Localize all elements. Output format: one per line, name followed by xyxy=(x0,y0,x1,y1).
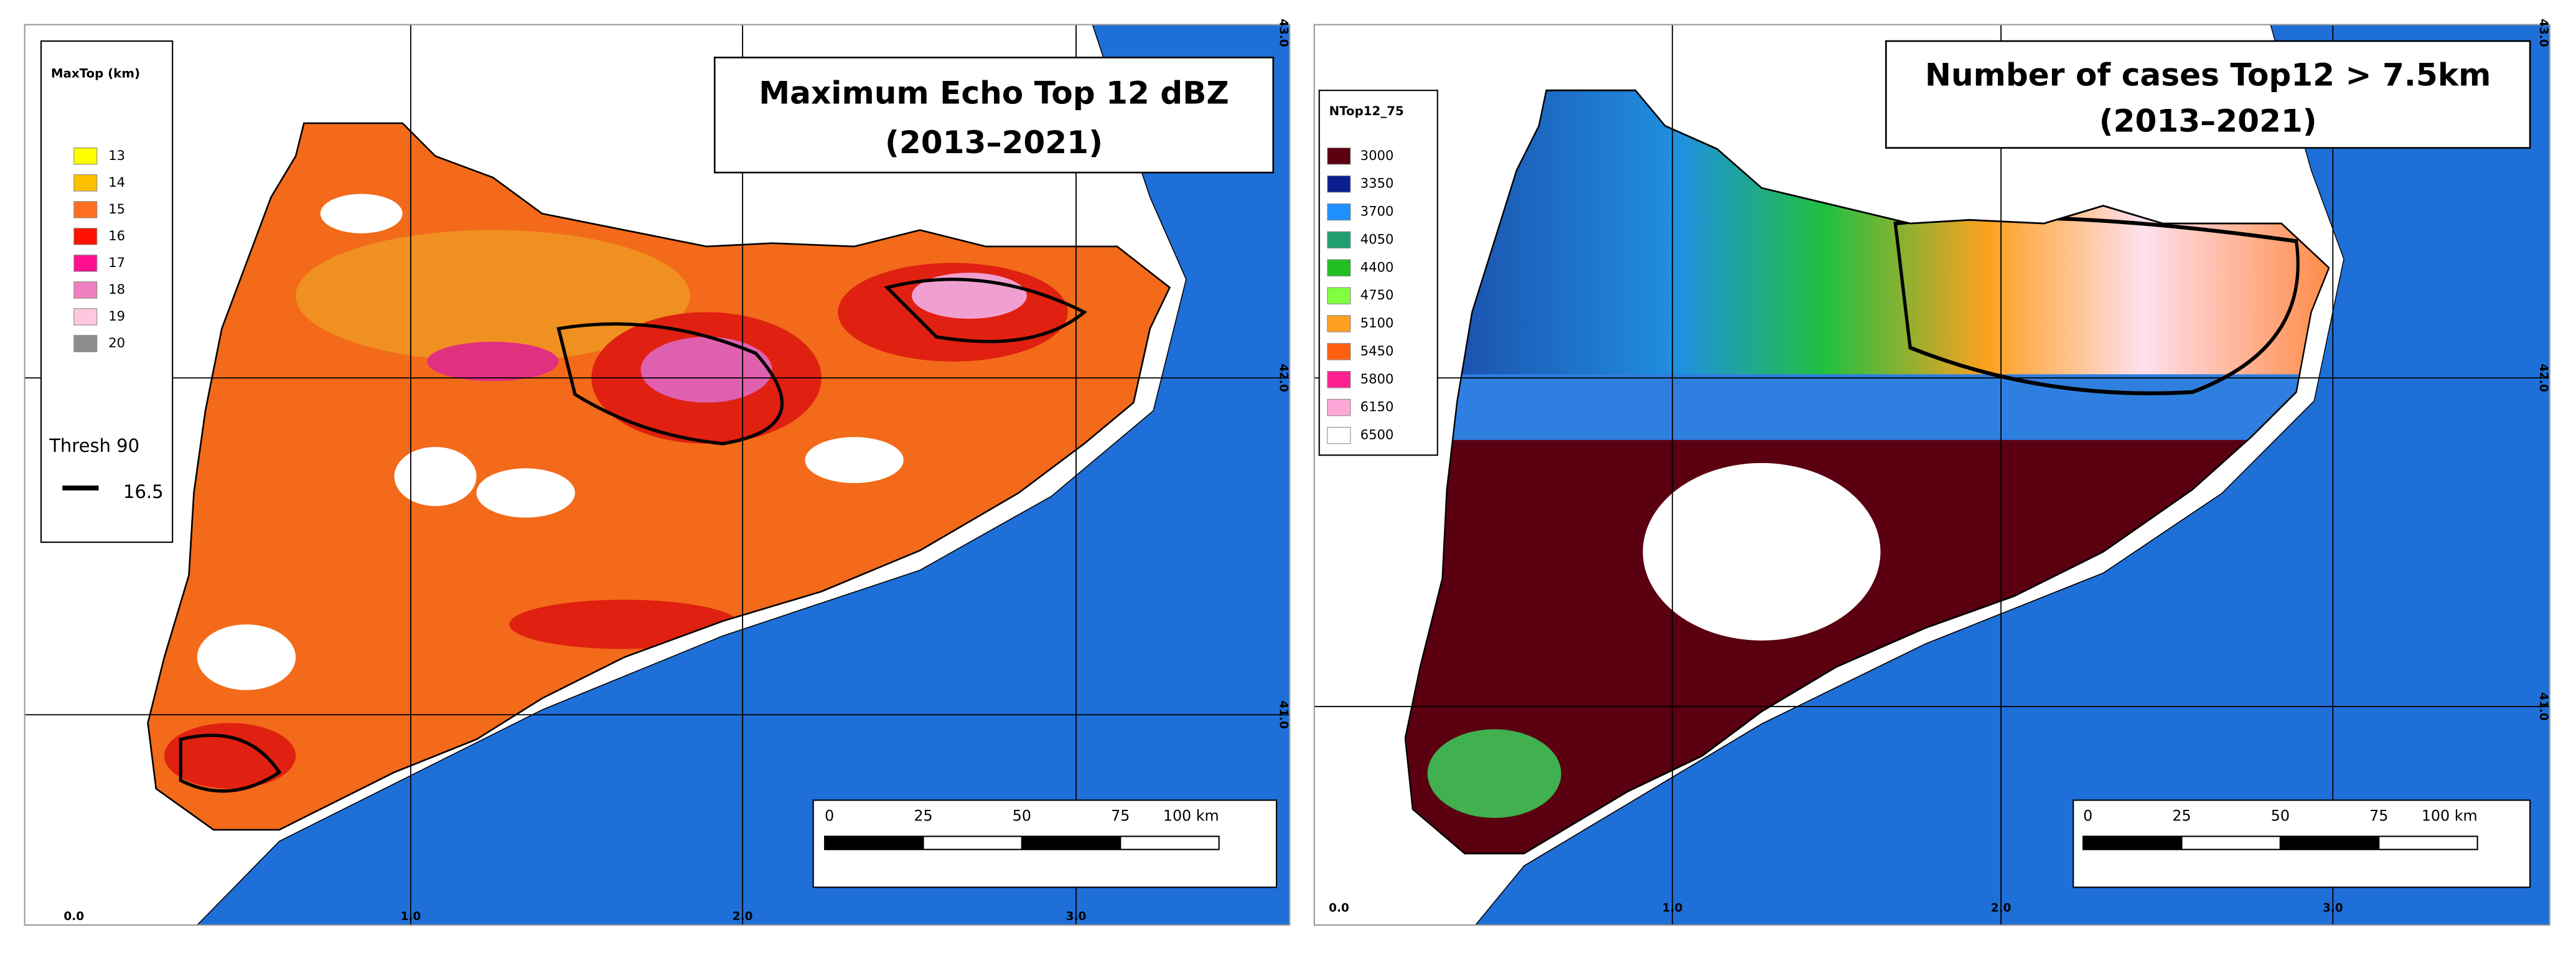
legend-swatch xyxy=(1327,259,1351,276)
map-title: Number of cases Top12 > 7.5km xyxy=(1925,57,2491,93)
legend-label: 4400 xyxy=(1361,259,1394,275)
scale-segment xyxy=(1021,835,1122,850)
scale-label: 25 xyxy=(2172,807,2191,824)
legend-swatch xyxy=(73,148,98,165)
threshold-value: 16.5 xyxy=(123,481,164,502)
scale-label: 0 xyxy=(2083,807,2092,824)
scale-label: 100 km xyxy=(2422,807,2478,824)
scale-segment xyxy=(2279,835,2380,850)
legend-label: 19 xyxy=(108,308,125,324)
scale-segment xyxy=(2378,835,2478,850)
longitude-label: 0.0 xyxy=(1329,902,1349,915)
longitude-label: 1.0 xyxy=(1662,902,1683,915)
legend-title: NTop12_75 xyxy=(1329,104,1403,118)
legend-label: 5800 xyxy=(1361,371,1394,387)
scale-label: 75 xyxy=(2369,807,2388,824)
legend-swatch xyxy=(73,255,98,272)
latitude-label: 43.0 xyxy=(1277,19,1290,47)
legend-swatch xyxy=(1327,398,1351,416)
longitude-label: 2.0 xyxy=(733,910,753,923)
scale-segment xyxy=(2082,835,2183,850)
map-title: (2013–2021) xyxy=(885,124,1103,161)
graticule xyxy=(24,24,2550,926)
latitude-label: 42.0 xyxy=(2537,364,2550,392)
scale-label: 50 xyxy=(1013,807,1031,824)
legend-swatch xyxy=(1327,231,1351,249)
legend-label: 4050 xyxy=(1361,231,1394,246)
legend-label: 3700 xyxy=(1361,204,1394,219)
legend-label: 17 xyxy=(108,255,125,270)
legend-label: 14 xyxy=(108,174,125,190)
legend-label: 6500 xyxy=(1361,427,1394,443)
legend-swatch xyxy=(1327,371,1351,388)
legend-swatch xyxy=(1327,315,1351,332)
map-title: (2013–2021) xyxy=(2099,102,2317,139)
legend-swatch xyxy=(1327,287,1351,304)
scale-segment xyxy=(1120,835,1220,850)
scale-segment xyxy=(2181,835,2281,850)
longitude-label: 2.0 xyxy=(1991,902,2012,915)
latitude-label: 43.0 xyxy=(2537,19,2550,47)
legend-label: 20 xyxy=(108,335,125,350)
title-box xyxy=(1885,40,2531,149)
legend-swatch xyxy=(1327,175,1351,193)
legend-title: MaxTop (km) xyxy=(51,66,140,80)
legend-label: 18 xyxy=(108,281,125,297)
legend-label: 5450 xyxy=(1361,343,1394,359)
legend-swatch xyxy=(1327,148,1351,165)
legend-label: 13 xyxy=(108,148,125,163)
legend-swatch xyxy=(73,308,98,326)
legend-label: 5100 xyxy=(1361,315,1394,331)
legend-label: 16 xyxy=(108,228,125,243)
scale-segment xyxy=(922,835,1023,850)
scale-segment xyxy=(824,835,924,850)
legend-label: 3000 xyxy=(1361,148,1394,163)
legend-label: 4750 xyxy=(1361,287,1394,303)
legend-swatch xyxy=(1327,426,1351,444)
legend-swatch xyxy=(73,174,98,192)
legend-label: 3350 xyxy=(1361,176,1394,191)
longitude-label: 3.0 xyxy=(1066,910,1087,923)
scale-label: 25 xyxy=(914,807,932,824)
legend-swatch xyxy=(73,201,98,218)
latitude-label: 41.0 xyxy=(2537,692,2550,721)
latitude-label: 42.0 xyxy=(1277,364,1290,392)
legend-swatch xyxy=(73,281,98,299)
legend-box xyxy=(40,40,174,543)
legend-swatch xyxy=(73,228,98,245)
title-box xyxy=(713,57,1275,174)
legend-label: 6150 xyxy=(1361,399,1394,415)
scale-label: 0 xyxy=(825,807,834,824)
panel-frame xyxy=(1313,24,2550,926)
panel-frame xyxy=(24,24,1291,926)
threshold-label: Thresh 90 xyxy=(49,435,139,456)
legend-swatch xyxy=(1327,203,1351,221)
map-left xyxy=(24,24,1290,926)
longitude-label: 1.0 xyxy=(401,910,421,923)
map-right xyxy=(1314,24,2550,926)
latitude-label: 41.0 xyxy=(1277,700,1290,729)
scale-label: 100 km xyxy=(1163,807,1219,824)
legend-label: 15 xyxy=(108,201,125,217)
longitude-label: 0.0 xyxy=(63,910,84,923)
legend-swatch xyxy=(73,335,98,352)
legend-swatch xyxy=(1327,343,1351,360)
map-title: Maximum Echo Top 12 dBZ xyxy=(759,75,1229,111)
longitude-label: 3.0 xyxy=(2323,902,2343,915)
scale-label: 50 xyxy=(2271,807,2290,824)
scale-label: 75 xyxy=(1111,807,1130,824)
